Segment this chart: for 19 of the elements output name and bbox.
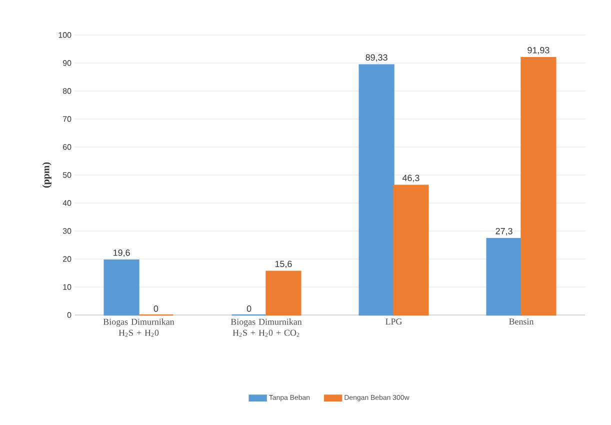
x-tick-label: Bensin	[509, 318, 534, 325]
x-tick-label: Biogas Dimurnikan H$_{2}$S + H$_{2}$0	[103, 318, 174, 337]
bar	[486, 238, 522, 316]
bar	[393, 184, 429, 316]
data-label: 46,3	[402, 174, 420, 182]
y-axis-title: (ppm)	[42, 162, 52, 188]
data-label: 15,6	[275, 260, 292, 268]
x-tick-label: Biogas Dimurnikan H$_{2}$S + H$_{2}$0 + CO$_{2}$	[230, 318, 302, 337]
data-label: 0	[154, 305, 158, 312]
data-label: 89,33	[366, 54, 388, 62]
bar	[266, 270, 302, 316]
bar	[358, 64, 394, 316]
data-label: 0	[246, 305, 252, 312]
data-label: 27,3	[496, 228, 512, 236]
bar	[104, 260, 140, 316]
x-tick-label: LPG	[386, 318, 402, 325]
data-label: 19,6	[114, 250, 130, 257]
bar	[520, 56, 556, 316]
data-label: 91,93	[528, 46, 550, 54]
